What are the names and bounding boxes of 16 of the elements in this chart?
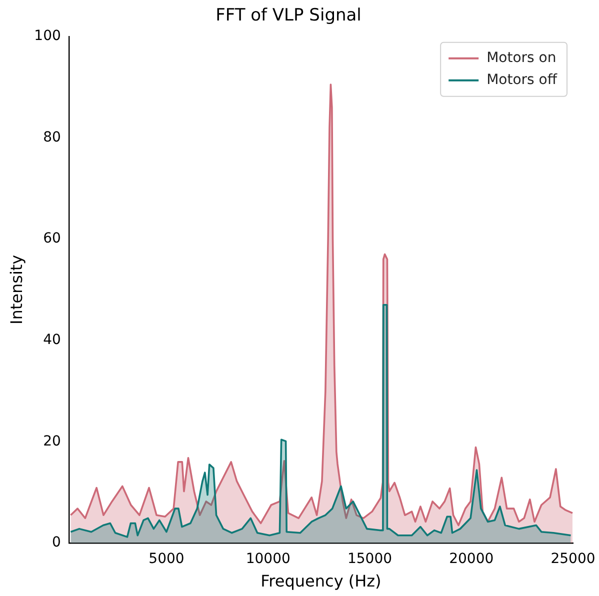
- y-tick-label: 0: [52, 534, 61, 551]
- y-tick-label: 60: [43, 230, 61, 247]
- x-tick-label: 20000: [449, 551, 494, 568]
- y-tick-label: 100: [34, 28, 61, 44]
- x-tick-label: 5000: [148, 551, 184, 568]
- x-tick-label: 15000: [347, 551, 392, 568]
- legend-label: Motors off: [486, 72, 558, 88]
- x-axis-title: Frequency (Hz): [260, 572, 382, 591]
- y-tick-label: 40: [43, 332, 61, 348]
- x-tick-label: 25000: [550, 551, 596, 568]
- y-tick-label: 20: [43, 433, 61, 450]
- x-tick-label: 10000: [246, 551, 290, 568]
- legend-label: Motors on: [486, 50, 556, 66]
- chart-title: FFT of VLP Signal: [216, 6, 362, 26]
- y-axis-title: Intensity: [6, 254, 26, 325]
- y-tick-label: 80: [43, 129, 61, 146]
